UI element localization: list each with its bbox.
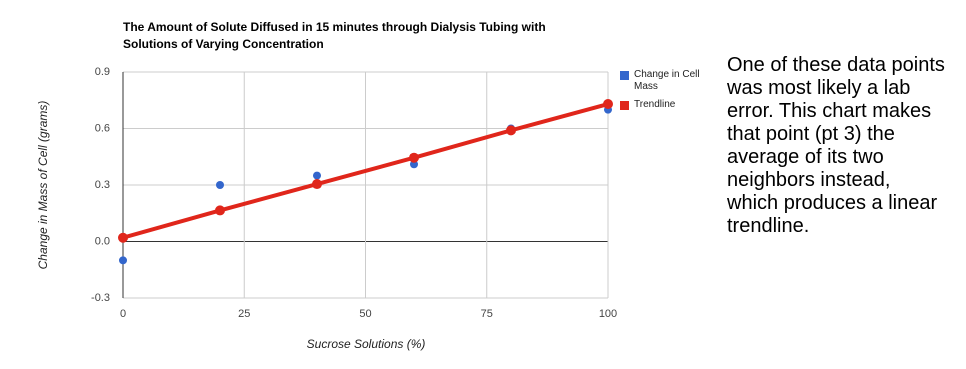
y-tick-label: -0.3 [91,292,110,304]
legend-item: Trendline [620,99,720,111]
trendline [122,102,609,240]
point [313,171,321,180]
trend-point [506,125,516,136]
y-tick-label: 0.9 [95,66,110,78]
trend-point [118,232,128,243]
trend-point [409,152,419,163]
chart-title: The Amount of Solute Diffused in 15 minu… [123,20,546,34]
legend-label: Change in Cell Mass [634,69,700,92]
legend-label: Trendline [634,99,676,110]
y-tick-label: 0.6 [95,122,110,134]
point [216,181,224,189]
point [119,256,127,265]
x-tick-label: 75 [481,308,493,320]
y-tick-label: 0.0 [95,235,110,247]
x-tick-label: 50 [359,308,371,320]
x-axis-label: Sucrose Solutions (%) [307,337,426,351]
trend-point [312,179,322,190]
point [410,160,418,169]
trend-point [215,205,225,216]
y-axis-label: Change in Mass of Cell (grams) [36,101,50,270]
chart-title: Solutions of Varying Concentration [123,37,324,51]
trend-point [603,99,613,110]
legend: Change in Cell Mass Trendline [620,69,720,117]
legend-swatch [620,71,629,80]
legend-swatch [620,101,629,110]
x-tick-label: 0 [120,308,126,320]
legend-item: Change in Cell Mass [620,69,720,93]
annotation: One of these data points was most likely… [727,54,945,237]
x-tick-label: 100 [599,308,617,320]
y-tick-label: 0.3 [95,179,110,191]
x-tick-label: 25 [238,308,250,320]
